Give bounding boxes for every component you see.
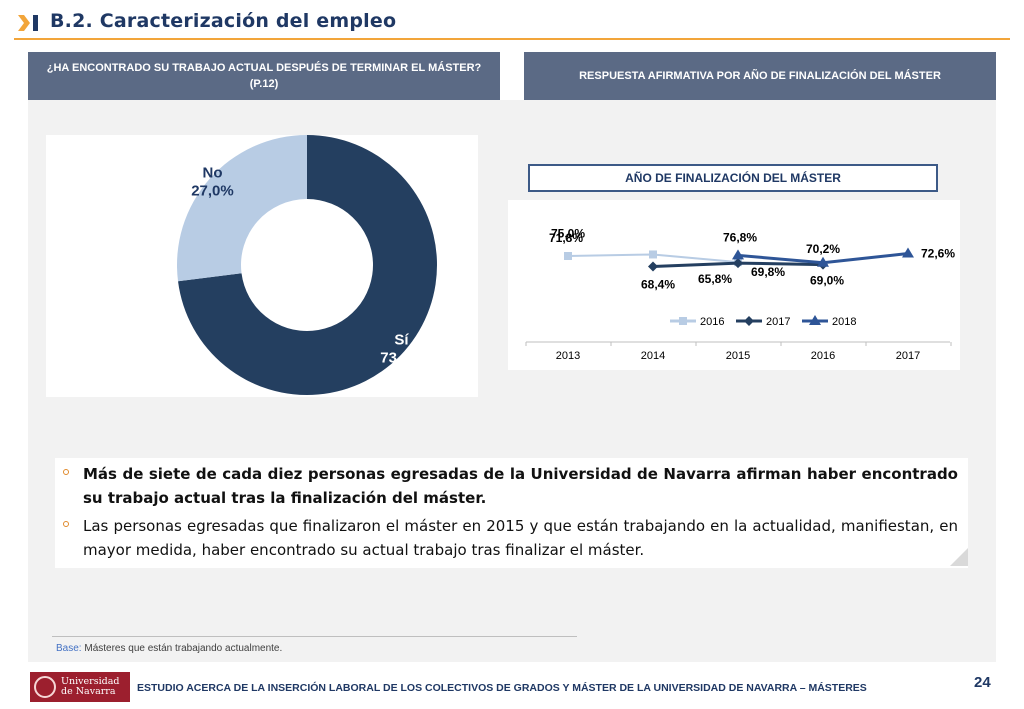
chevron-bar-icon bbox=[18, 15, 38, 31]
header-rule bbox=[14, 38, 1010, 40]
bullet-text: Las personas egresadas que finalizaron e… bbox=[83, 517, 958, 559]
line-marker bbox=[809, 315, 821, 325]
line-marker bbox=[648, 261, 658, 272]
donut-category-label: Sí bbox=[394, 331, 409, 348]
left-section-title: ¿HA ENCONTRADO SU TRABAJO ACTUAL DESPUÉS… bbox=[28, 52, 500, 100]
data-label: 68,4% bbox=[641, 277, 675, 291]
line-marker bbox=[564, 252, 572, 260]
year-subtitle: AÑO DE FINALIZACIÓN DEL MÁSTER bbox=[528, 164, 938, 192]
page-fold-icon bbox=[950, 548, 968, 566]
data-label: 72,6% bbox=[921, 247, 955, 261]
line-marker bbox=[744, 316, 754, 326]
bullet-item: Las personas egresadas que finalizaron e… bbox=[63, 514, 958, 562]
donut-slice-0 bbox=[178, 135, 438, 395]
bullet-text: Más de siete de cada diez personas egres… bbox=[83, 465, 958, 507]
x-tick-label: 2017 bbox=[896, 350, 920, 362]
donut-value-label: 73,0% bbox=[380, 349, 423, 366]
line-marker bbox=[679, 317, 687, 325]
donut-slice-1 bbox=[176, 135, 307, 282]
line-marker bbox=[902, 247, 914, 258]
data-label: 65,8% bbox=[698, 272, 732, 286]
bullet-icon bbox=[63, 469, 69, 475]
line-marker bbox=[733, 258, 743, 269]
conclusions-card: Más de siete de cada diez personas egres… bbox=[55, 458, 968, 568]
right-section-title: RESPUESTA AFIRMATIVA POR AÑO DE FINALIZA… bbox=[524, 52, 996, 100]
logo-text: Universidad de Navarra bbox=[61, 676, 120, 697]
seal-icon bbox=[34, 676, 56, 698]
data-label: 76,8% bbox=[723, 230, 757, 244]
bullet-item: Más de siete de cada diez personas egres… bbox=[63, 462, 958, 510]
line-marker bbox=[817, 256, 829, 267]
line-marker bbox=[649, 250, 657, 259]
line-card: 2013 2014 2015 2016 2017 71,8% 69,8% 68,4% 65,8%… bbox=[508, 200, 960, 370]
bullet-icon bbox=[63, 521, 69, 527]
x-tick-label: 2013 bbox=[556, 350, 580, 362]
legend-label: 2017 bbox=[766, 316, 790, 328]
footer-text: ESTUDIO ACERCA DE LA INSERCIÓN LABORAL D… bbox=[137, 682, 867, 694]
donut-category-label: No bbox=[202, 165, 222, 182]
donut-card: Sí 73,0% No 27,0% bbox=[46, 135, 478, 397]
base-rule bbox=[52, 636, 577, 637]
base-label: Base: bbox=[56, 643, 82, 654]
x-tick-label: 2014 bbox=[641, 350, 665, 362]
data-label: 71,8% bbox=[549, 231, 583, 245]
x-tick-label: 2016 bbox=[811, 350, 835, 362]
base-text: Másteres que están trabajando actualment… bbox=[84, 643, 283, 654]
page-number: 24 bbox=[974, 674, 991, 691]
x-tick-label: 2015 bbox=[726, 350, 750, 362]
line-chart: 2013 2014 2015 2016 2017 71,8% 69,8% 68,4% 65,8%… bbox=[525, 226, 955, 362]
line-marker bbox=[732, 249, 744, 260]
data-label: 75,0% bbox=[551, 226, 585, 240]
legend-label: 2018 bbox=[832, 316, 856, 328]
data-label: 70,2% bbox=[806, 242, 840, 256]
data-label: 69,8% bbox=[751, 265, 785, 279]
data-label: 69,0% bbox=[810, 274, 844, 288]
university-logo: Universidad de Navarra bbox=[30, 672, 130, 702]
base-note: Base: Másteres que están trabajando actu… bbox=[56, 643, 282, 654]
page-title: B.2. Caracterización del empleo bbox=[50, 10, 397, 32]
legend-label: 2016 bbox=[700, 316, 724, 328]
donut-value-label: 27,0% bbox=[191, 183, 234, 200]
